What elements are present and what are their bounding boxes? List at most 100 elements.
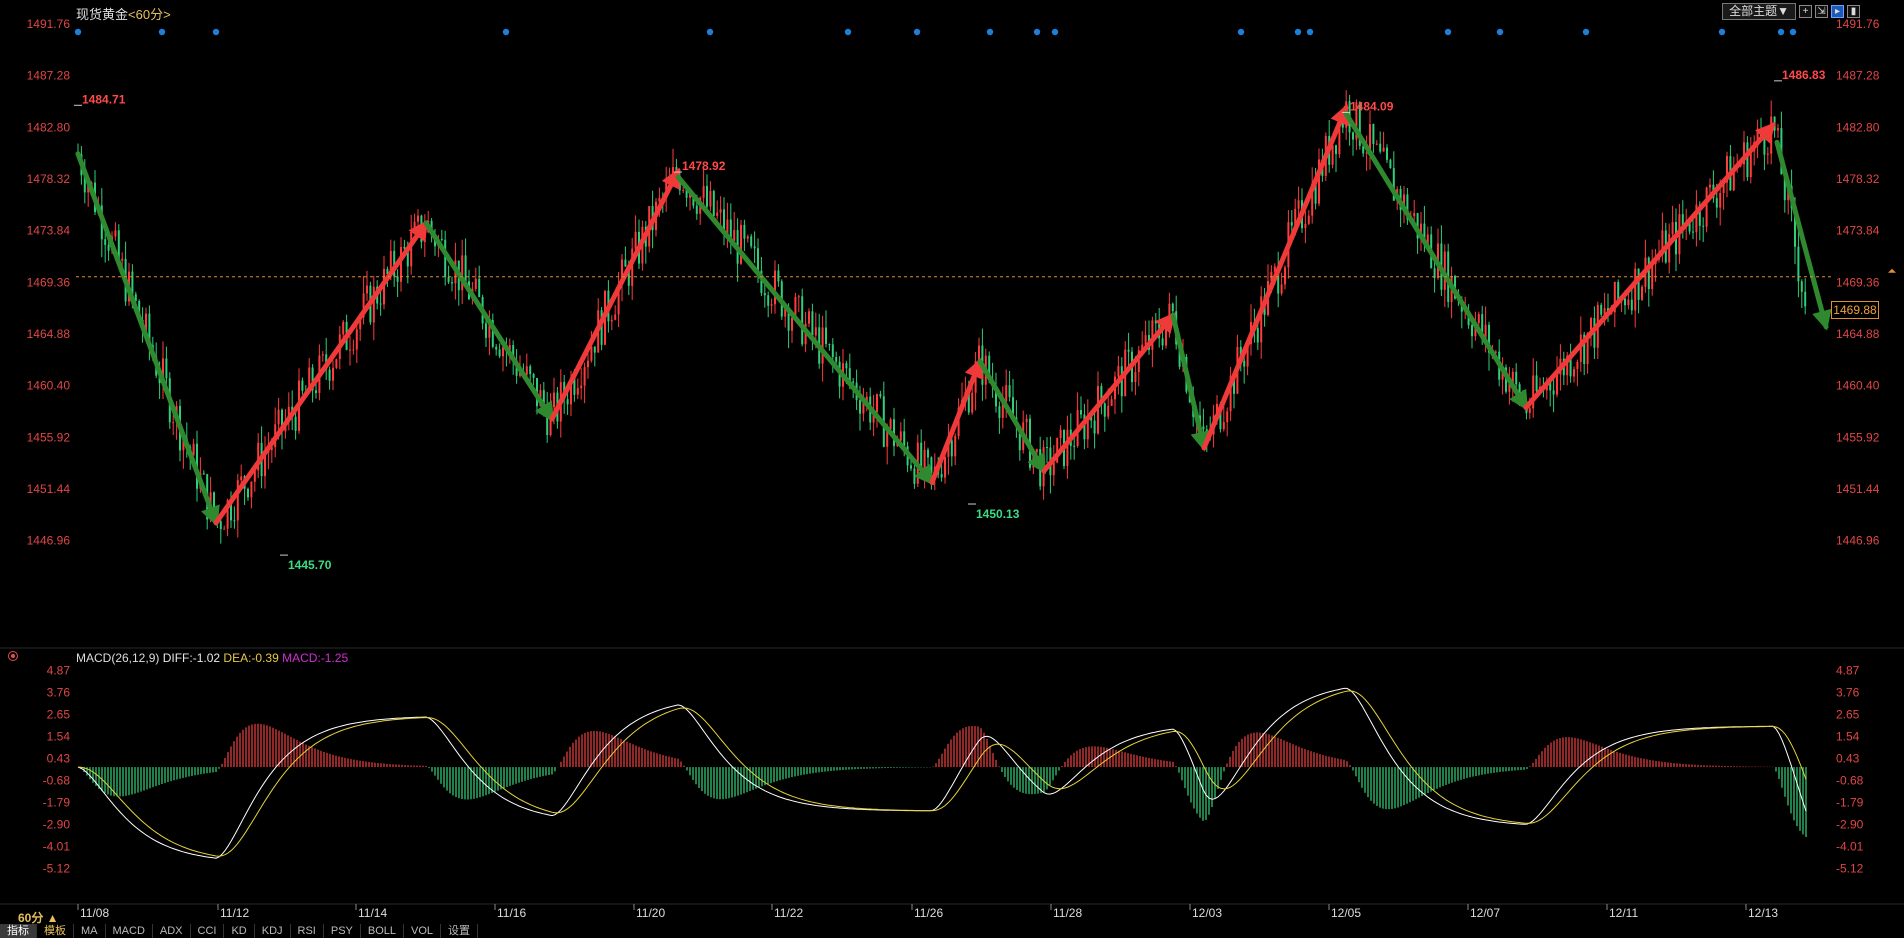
- macd-name[interactable]: MACD(26,12,9): [76, 651, 160, 665]
- tab-vol[interactable]: VOL: [404, 924, 442, 938]
- trend-arrow-down: [1170, 312, 1211, 452]
- period-selector[interactable]: 60分 ▲: [18, 911, 59, 925]
- chart-frame: [0, 647, 1904, 905]
- panel-icon[interactable]: ▮: [1847, 5, 1860, 18]
- macd-tick-left: 0.43: [47, 752, 71, 766]
- candle-body: [311, 367, 314, 391]
- tab-template[interactable]: 模板: [37, 924, 74, 938]
- candle-body: [1382, 147, 1385, 152]
- candle-body: [1246, 344, 1249, 367]
- interval-label[interactable]: <60分>: [128, 7, 171, 22]
- candle-body: [1046, 447, 1048, 449]
- candle-body: [631, 248, 634, 286]
- candle-body: [913, 468, 916, 484]
- play-icon[interactable]: ▸: [1831, 5, 1844, 18]
- instrument-name: 现货黄金: [76, 7, 129, 22]
- candle-body: [893, 419, 895, 447]
- candle-body: [1097, 386, 1099, 434]
- candle-body: [277, 409, 280, 425]
- candle-body: [695, 205, 698, 214]
- candle-body: [1800, 281, 1803, 292]
- candle-body: [393, 250, 396, 277]
- candle-body: [865, 396, 868, 404]
- price-tick-left: 1482.80: [27, 120, 71, 134]
- candle-body: [889, 419, 892, 429]
- candle-body: [978, 345, 980, 362]
- candle-body: [1352, 132, 1354, 140]
- date-label: 11/22: [774, 906, 803, 920]
- candle-body: [1294, 208, 1297, 226]
- candle-body: [600, 310, 603, 345]
- tab-ma[interactable]: MA: [74, 924, 106, 938]
- candle-body: [1494, 351, 1497, 353]
- candle-body: [362, 293, 365, 318]
- candle-body: [947, 440, 950, 457]
- tab-kdj[interactable]: KDJ: [255, 924, 291, 938]
- candle-body: [950, 440, 953, 457]
- candle-body: [1304, 223, 1307, 229]
- candle-body: [1630, 299, 1633, 311]
- theme-dropdown[interactable]: 全部主题▼: [1722, 3, 1796, 20]
- price-tick-left: 1487.28: [27, 69, 71, 83]
- tab-indicator[interactable]: 指标: [0, 924, 37, 938]
- candle-body: [1637, 268, 1640, 300]
- indicator-settings-icon[interactable]: [8, 651, 18, 661]
- candle-body: [134, 294, 137, 301]
- price-axis-right: 1491.76 1487.28 1482.80 1478.32 1473.84 1469.…: [1836, 17, 1880, 548]
- tab-macd[interactable]: MACD: [106, 924, 153, 938]
- trend-arrow-down: [423, 220, 555, 423]
- candle-body: [940, 474, 943, 478]
- candle-body: [250, 481, 253, 498]
- candle-body: [1515, 371, 1518, 385]
- candle-body: [1651, 264, 1654, 290]
- candle-body: [1528, 408, 1531, 414]
- chart-title: 现货黄金<60分>: [76, 4, 171, 23]
- top-toolbar: 全部主题▼ + ⇲ ▸ ▮: [1722, 3, 1860, 20]
- shrink-icon[interactable]: ⇲: [1815, 5, 1828, 18]
- candle-body: [491, 320, 494, 347]
- tab-adx[interactable]: ADX: [153, 924, 191, 938]
- trend-arrow-up: [213, 219, 429, 526]
- price-tick-left: 1455.92: [27, 430, 71, 444]
- candle-body: [1256, 328, 1259, 343]
- candle-body: [352, 349, 355, 351]
- zoom-in-icon[interactable]: +: [1799, 5, 1812, 18]
- candle-body: [1093, 420, 1096, 434]
- tab-psy[interactable]: PSY: [324, 924, 361, 938]
- candle-body: [570, 377, 572, 405]
- price-tick-left: 1473.84: [27, 224, 71, 238]
- candle-body: [400, 246, 402, 282]
- tab-cci[interactable]: CCI: [191, 924, 225, 938]
- indicator-tabs: 指标 模板 MA MACD ADX CCI KD KDJ RSI PSY BOL…: [0, 924, 479, 938]
- candle-body: [1355, 102, 1358, 140]
- candle-body: [444, 239, 447, 278]
- tab-rsi[interactable]: RSI: [291, 924, 324, 938]
- date-label: 12/03: [1192, 906, 1222, 920]
- candle-body: [1603, 308, 1606, 315]
- candle-body: [247, 488, 249, 498]
- candle-body: [1277, 266, 1280, 294]
- candle-body: [257, 442, 260, 471]
- event-dot: [1051, 28, 1059, 36]
- candle-body: [172, 422, 175, 424]
- candle-body: [498, 349, 501, 357]
- tab-boll[interactable]: BOLL: [361, 924, 405, 938]
- candle-body: [1797, 246, 1800, 282]
- candle-body: [1379, 143, 1382, 152]
- candle-body: [162, 358, 164, 384]
- candle-body: [719, 209, 722, 213]
- candle-body: [478, 278, 481, 297]
- candle-body: [1178, 344, 1181, 367]
- candle-body: [1110, 399, 1113, 406]
- tab-settings[interactable]: 设置: [441, 924, 479, 938]
- candle-body: [1001, 401, 1004, 418]
- candle-body: [1066, 429, 1069, 466]
- candle-body: [1576, 361, 1579, 370]
- candle-body: [1532, 375, 1535, 409]
- candle-body: [379, 303, 382, 305]
- tab-kd[interactable]: KD: [224, 924, 255, 938]
- candle-body: [1600, 304, 1603, 315]
- candle-body: [145, 313, 147, 331]
- event-dot: [158, 28, 166, 36]
